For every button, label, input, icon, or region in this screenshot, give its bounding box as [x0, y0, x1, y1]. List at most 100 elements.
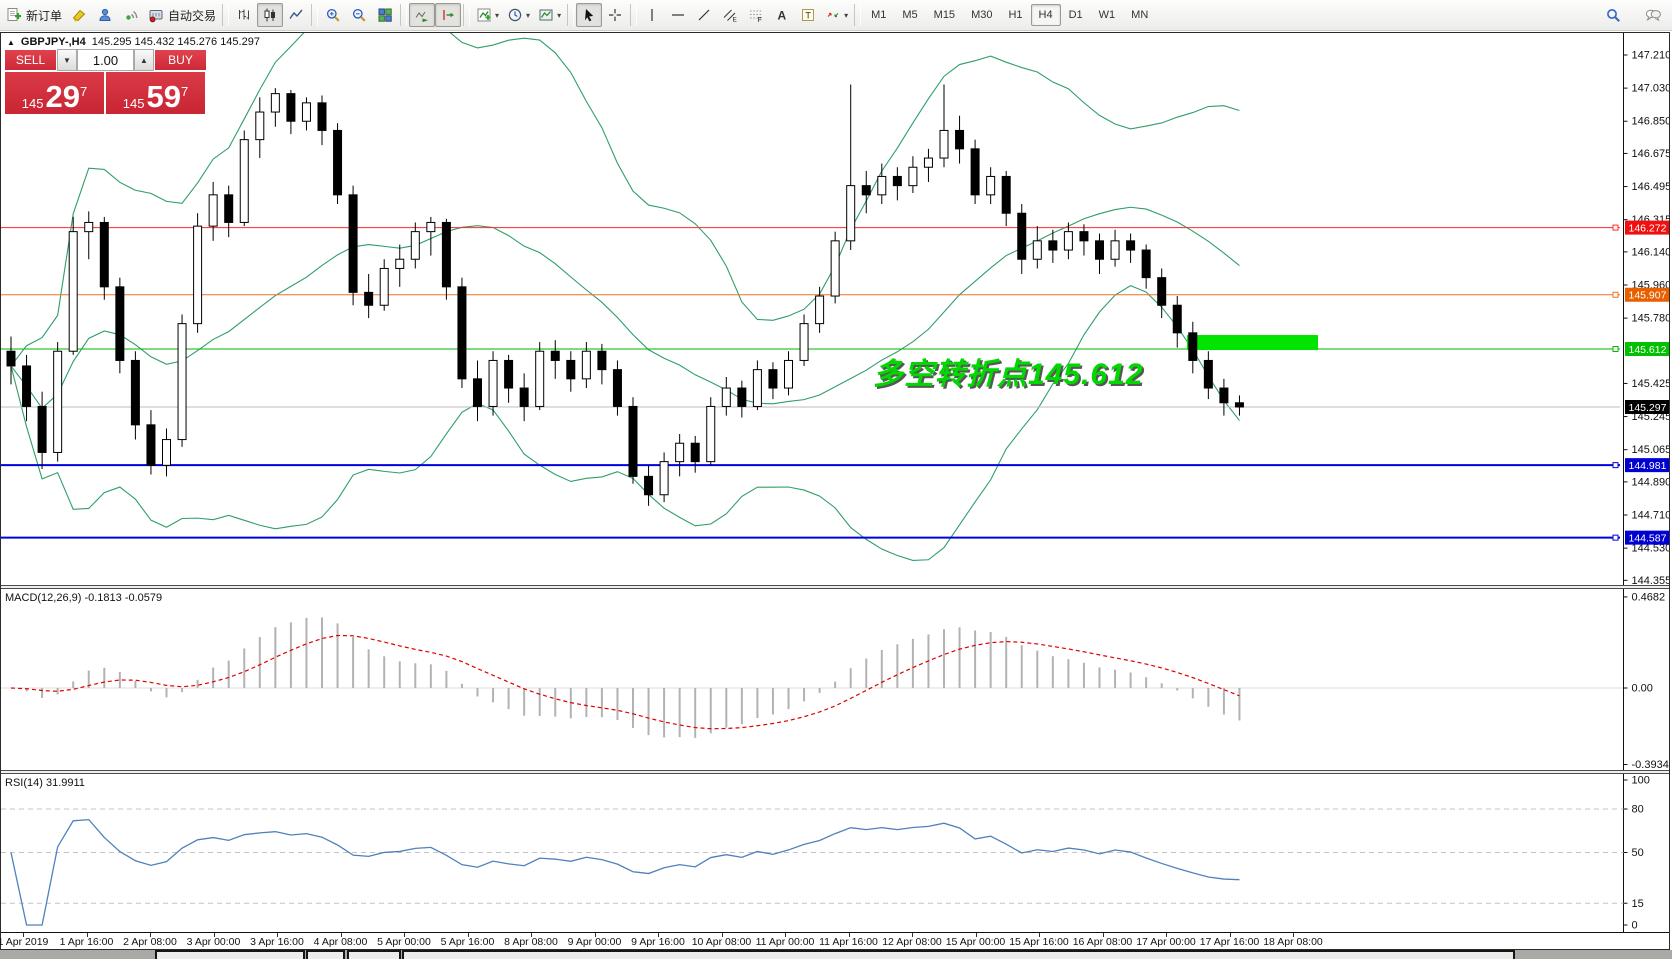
time-axis-label: 11 Apr 00:00	[755, 936, 815, 948]
cursor-button[interactable]	[576, 3, 603, 27]
time-axis-tick	[912, 933, 913, 937]
macd-signal-line	[10, 634, 1240, 730]
timeframe-m1-button[interactable]: M1	[871, 9, 887, 21]
chart-window: ▲ GBPJPY-,H4 145.295 145.432 145.276 145…	[0, 32, 1670, 950]
timeframe-m15-button[interactable]: M15	[933, 9, 956, 21]
candle	[1110, 240, 1120, 260]
text-button[interactable]: A	[769, 3, 795, 27]
timeframe-mn-button[interactable]: MN	[1131, 9, 1149, 21]
ohlc-values: 145.295 145.432 145.276 145.297	[91, 36, 260, 48]
periods-button[interactable]: ▾	[503, 3, 534, 27]
background-window-titlebar[interactable]	[306, 950, 345, 959]
buy-price[interactable]: 145 59 7	[105, 71, 206, 115]
styler-button[interactable]	[66, 3, 92, 27]
collapse-triangle-icon[interactable]: ▲	[7, 37, 15, 47]
auto-scroll-button[interactable]	[409, 3, 436, 27]
time-axis-tick	[1229, 933, 1231, 937]
sell-button[interactable]: SELL	[4, 49, 57, 71]
panel-splitter[interactable]	[1, 585, 1669, 589]
toolbar-separator	[567, 4, 575, 26]
price-axis-tick: 146.140	[1632, 246, 1670, 258]
candlestick-chart-button[interactable]	[257, 3, 284, 27]
candle	[986, 175, 996, 196]
background-window-titlebar[interactable]	[155, 950, 305, 959]
candle	[255, 111, 265, 141]
zoom-out-button[interactable]	[346, 3, 372, 27]
time-axis-label: 10 Apr 08:00	[691, 936, 752, 948]
market-button[interactable]	[92, 3, 118, 27]
time-axis-tick	[658, 933, 659, 937]
fibonacci-button[interactable]: F	[743, 3, 769, 27]
volume-increase-button[interactable]: ▲	[134, 49, 154, 71]
candle	[473, 378, 482, 407]
chart-annotation-text[interactable]: 多空转折点145.612	[873, 358, 1144, 391]
svg-text:145.907: 145.907	[1629, 290, 1667, 302]
candle	[270, 93, 280, 113]
volume-input[interactable]: 1.00	[77, 49, 134, 71]
time-axis-label: 15 Apr 16:00	[1009, 936, 1069, 948]
autotrading-button-label: 自动交易	[168, 8, 217, 23]
candle	[1079, 231, 1089, 242]
rsi-panel-canvas[interactable]: 100 80 50 15 0	[1, 774, 1669, 932]
volume-decrease-button[interactable]: ▼	[57, 49, 77, 71]
search-button[interactable]	[1600, 3, 1626, 27]
main-chart-canvas[interactable]: 147.210147.030146.850146.675146.495146.3…	[1, 33, 1669, 585]
candle	[970, 148, 980, 196]
time-axis-tick	[86, 933, 88, 937]
equidistant-channel-button[interactable]: E	[717, 3, 743, 27]
timeframe-w1-button[interactable]: W1	[1098, 9, 1116, 21]
zoom-in-button[interactable]	[320, 3, 346, 27]
candle	[939, 129, 949, 159]
candle	[177, 323, 187, 441]
svg-text:146.272: 146.272	[1629, 222, 1667, 234]
svg-text:0.4682: 0.4682	[1632, 591, 1666, 603]
price-tag	[1625, 530, 1669, 545]
buy-button[interactable]: BUY	[154, 49, 207, 71]
toolbar-right	[1600, 3, 1666, 27]
arrows-button[interactable]: ▾	[821, 3, 852, 27]
svg-text:E: E	[733, 17, 738, 24]
line-chart-button[interactable]	[283, 3, 309, 27]
templates-button[interactable]: ▾	[534, 3, 565, 27]
price-axis-tick: 145.780	[1632, 313, 1670, 325]
autotrading-button[interactable]: 自动交易	[144, 3, 220, 27]
text-label-button[interactable]: T	[795, 3, 821, 27]
trendline-button[interactable]	[691, 3, 717, 27]
crosshair-button[interactable]	[602, 3, 628, 27]
chat-button[interactable]	[1640, 3, 1666, 27]
candle	[659, 461, 669, 496]
svg-text:50: 50	[1632, 847, 1644, 859]
timeframe-m30-button[interactable]: M30	[971, 9, 993, 21]
new-order-button-label: 新订单	[26, 8, 63, 23]
timeframe-h1-button[interactable]: H1	[1008, 9, 1023, 21]
signals-button[interactable]	[118, 3, 144, 27]
macd-panel-canvas[interactable]: 0.4682 0.00 -0.3934	[1, 589, 1669, 770]
vertical-line-button[interactable]	[639, 3, 665, 27]
tile-windows-button[interactable]	[372, 3, 398, 27]
chart-shift-button[interactable]	[435, 3, 462, 27]
new-order-button[interactable]: 新订单	[2, 3, 66, 27]
candle	[301, 102, 311, 122]
candle	[504, 359, 514, 389]
time-axis-label: 9 Apr 16:00	[631, 936, 685, 948]
candle	[224, 194, 234, 223]
time-axis-label: 3 Apr 00:00	[186, 936, 241, 948]
time-axis-tick	[277, 933, 278, 937]
time-axis[interactable]: 1 Apr 2019 1 Apr 16:00 2 Apr 08:00 3 Apr 00…	[0, 932, 1669, 949]
time-axis-label: 17 Apr 16:00	[1199, 936, 1260, 948]
background-window-titlebar[interactable]	[402, 950, 1515, 959]
panel-splitter[interactable]	[1, 770, 1669, 774]
sell-price[interactable]: 145 29 7	[4, 71, 105, 115]
price-tag	[1625, 287, 1669, 302]
price-axis-tick: 146.850	[1632, 116, 1670, 128]
background-window-titlebar[interactable]	[347, 950, 401, 959]
time-axis-tick	[594, 933, 596, 937]
time-axis-tick	[785, 933, 786, 937]
horizontal-line-button[interactable]	[665, 3, 691, 27]
timeframe-m5-button[interactable]: M5	[902, 9, 918, 21]
candle	[721, 387, 731, 407]
timeframe-d1-button[interactable]: D1	[1068, 9, 1083, 21]
timeframe-h4-button[interactable]: H4	[1030, 4, 1061, 26]
indicators-button[interactable]: ▾	[472, 3, 503, 27]
bar-chart-button[interactable]	[231, 3, 257, 27]
